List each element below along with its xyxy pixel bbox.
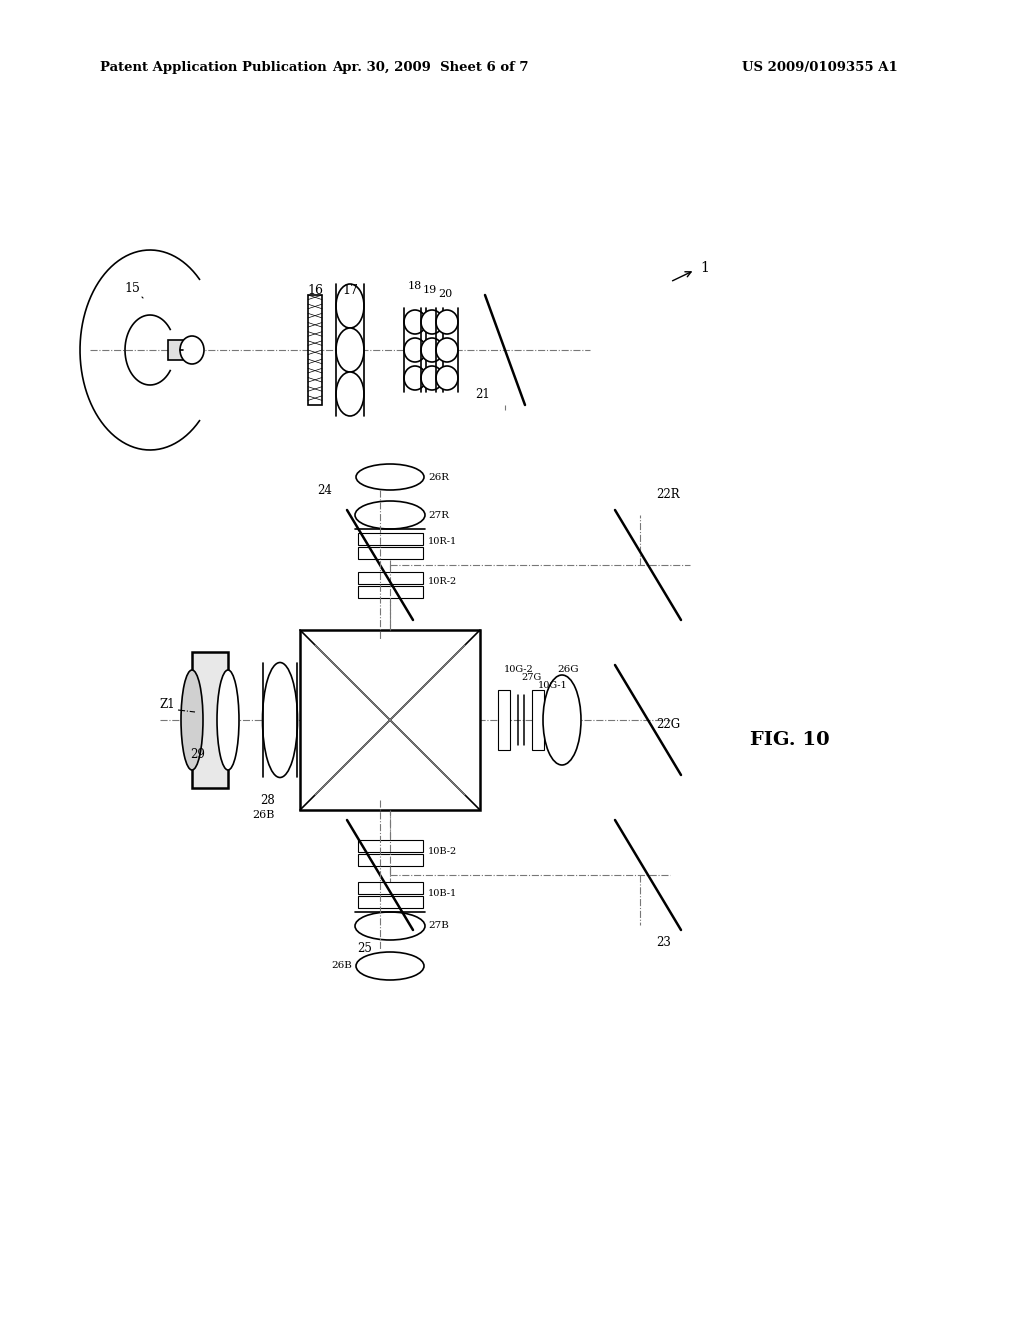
Bar <box>300 630 480 810</box>
Ellipse shape <box>336 284 364 327</box>
Text: 25: 25 <box>357 941 373 954</box>
Text: Z1: Z1 <box>160 698 175 711</box>
Text: 27G: 27G <box>521 673 542 682</box>
Text: 10R-1: 10R-1 <box>428 537 458 546</box>
Text: 26B: 26B <box>331 961 352 970</box>
Bar <box>193 652 228 788</box>
Text: 10B-1: 10B-1 <box>428 890 458 899</box>
Text: 18: 18 <box>408 281 422 290</box>
Ellipse shape <box>262 663 298 777</box>
Text: 27B: 27B <box>428 921 449 931</box>
Ellipse shape <box>543 675 581 766</box>
Text: 26B: 26B <box>253 810 275 820</box>
Bar <box>168 341 183 360</box>
Text: 24: 24 <box>317 483 333 496</box>
Text: 22G: 22G <box>656 718 680 731</box>
Bar <box>358 586 423 598</box>
Ellipse shape <box>336 327 364 372</box>
Text: 10B-2: 10B-2 <box>428 847 458 857</box>
Text: 22R: 22R <box>656 488 680 502</box>
Ellipse shape <box>217 671 239 770</box>
Ellipse shape <box>356 952 424 979</box>
Bar <box>358 572 423 583</box>
Ellipse shape <box>436 366 458 389</box>
Ellipse shape <box>436 310 458 334</box>
Bar <box>308 294 322 405</box>
Text: 26G: 26G <box>557 665 579 675</box>
Ellipse shape <box>421 366 443 389</box>
Ellipse shape <box>436 338 458 362</box>
Bar <box>358 546 423 558</box>
Ellipse shape <box>356 465 424 490</box>
Text: US 2009/0109355 A1: US 2009/0109355 A1 <box>742 62 898 74</box>
Bar <box>358 533 423 545</box>
Text: 29: 29 <box>190 748 205 762</box>
Bar <box>358 854 423 866</box>
Text: 10G-1: 10G-1 <box>538 681 567 689</box>
Text: Apr. 30, 2009  Sheet 6 of 7: Apr. 30, 2009 Sheet 6 of 7 <box>332 62 528 74</box>
Text: FIG. 10: FIG. 10 <box>751 731 829 748</box>
Text: 10G-2: 10G-2 <box>504 665 534 675</box>
Bar <box>358 896 423 908</box>
Ellipse shape <box>404 338 426 362</box>
Text: 20: 20 <box>438 289 453 300</box>
Ellipse shape <box>355 912 425 940</box>
Ellipse shape <box>421 310 443 334</box>
Ellipse shape <box>355 502 425 529</box>
Text: 15: 15 <box>124 281 140 294</box>
Text: 21: 21 <box>475 388 490 401</box>
Text: 28: 28 <box>261 793 275 807</box>
Ellipse shape <box>421 338 443 362</box>
Ellipse shape <box>181 671 203 770</box>
Text: 17: 17 <box>342 284 358 297</box>
Ellipse shape <box>404 310 426 334</box>
Text: 10R-2: 10R-2 <box>428 577 458 586</box>
Ellipse shape <box>180 337 204 364</box>
Text: 16: 16 <box>307 284 323 297</box>
Text: 19: 19 <box>423 285 437 294</box>
Text: 23: 23 <box>656 936 671 949</box>
Ellipse shape <box>336 372 364 416</box>
Bar <box>358 882 423 894</box>
Text: 26R: 26R <box>428 473 449 482</box>
Bar <box>498 690 510 750</box>
Text: 1: 1 <box>700 261 710 275</box>
Ellipse shape <box>404 366 426 389</box>
Bar <box>358 840 423 851</box>
Bar <box>532 690 544 750</box>
Text: 27R: 27R <box>428 511 449 520</box>
Text: Patent Application Publication: Patent Application Publication <box>100 62 327 74</box>
